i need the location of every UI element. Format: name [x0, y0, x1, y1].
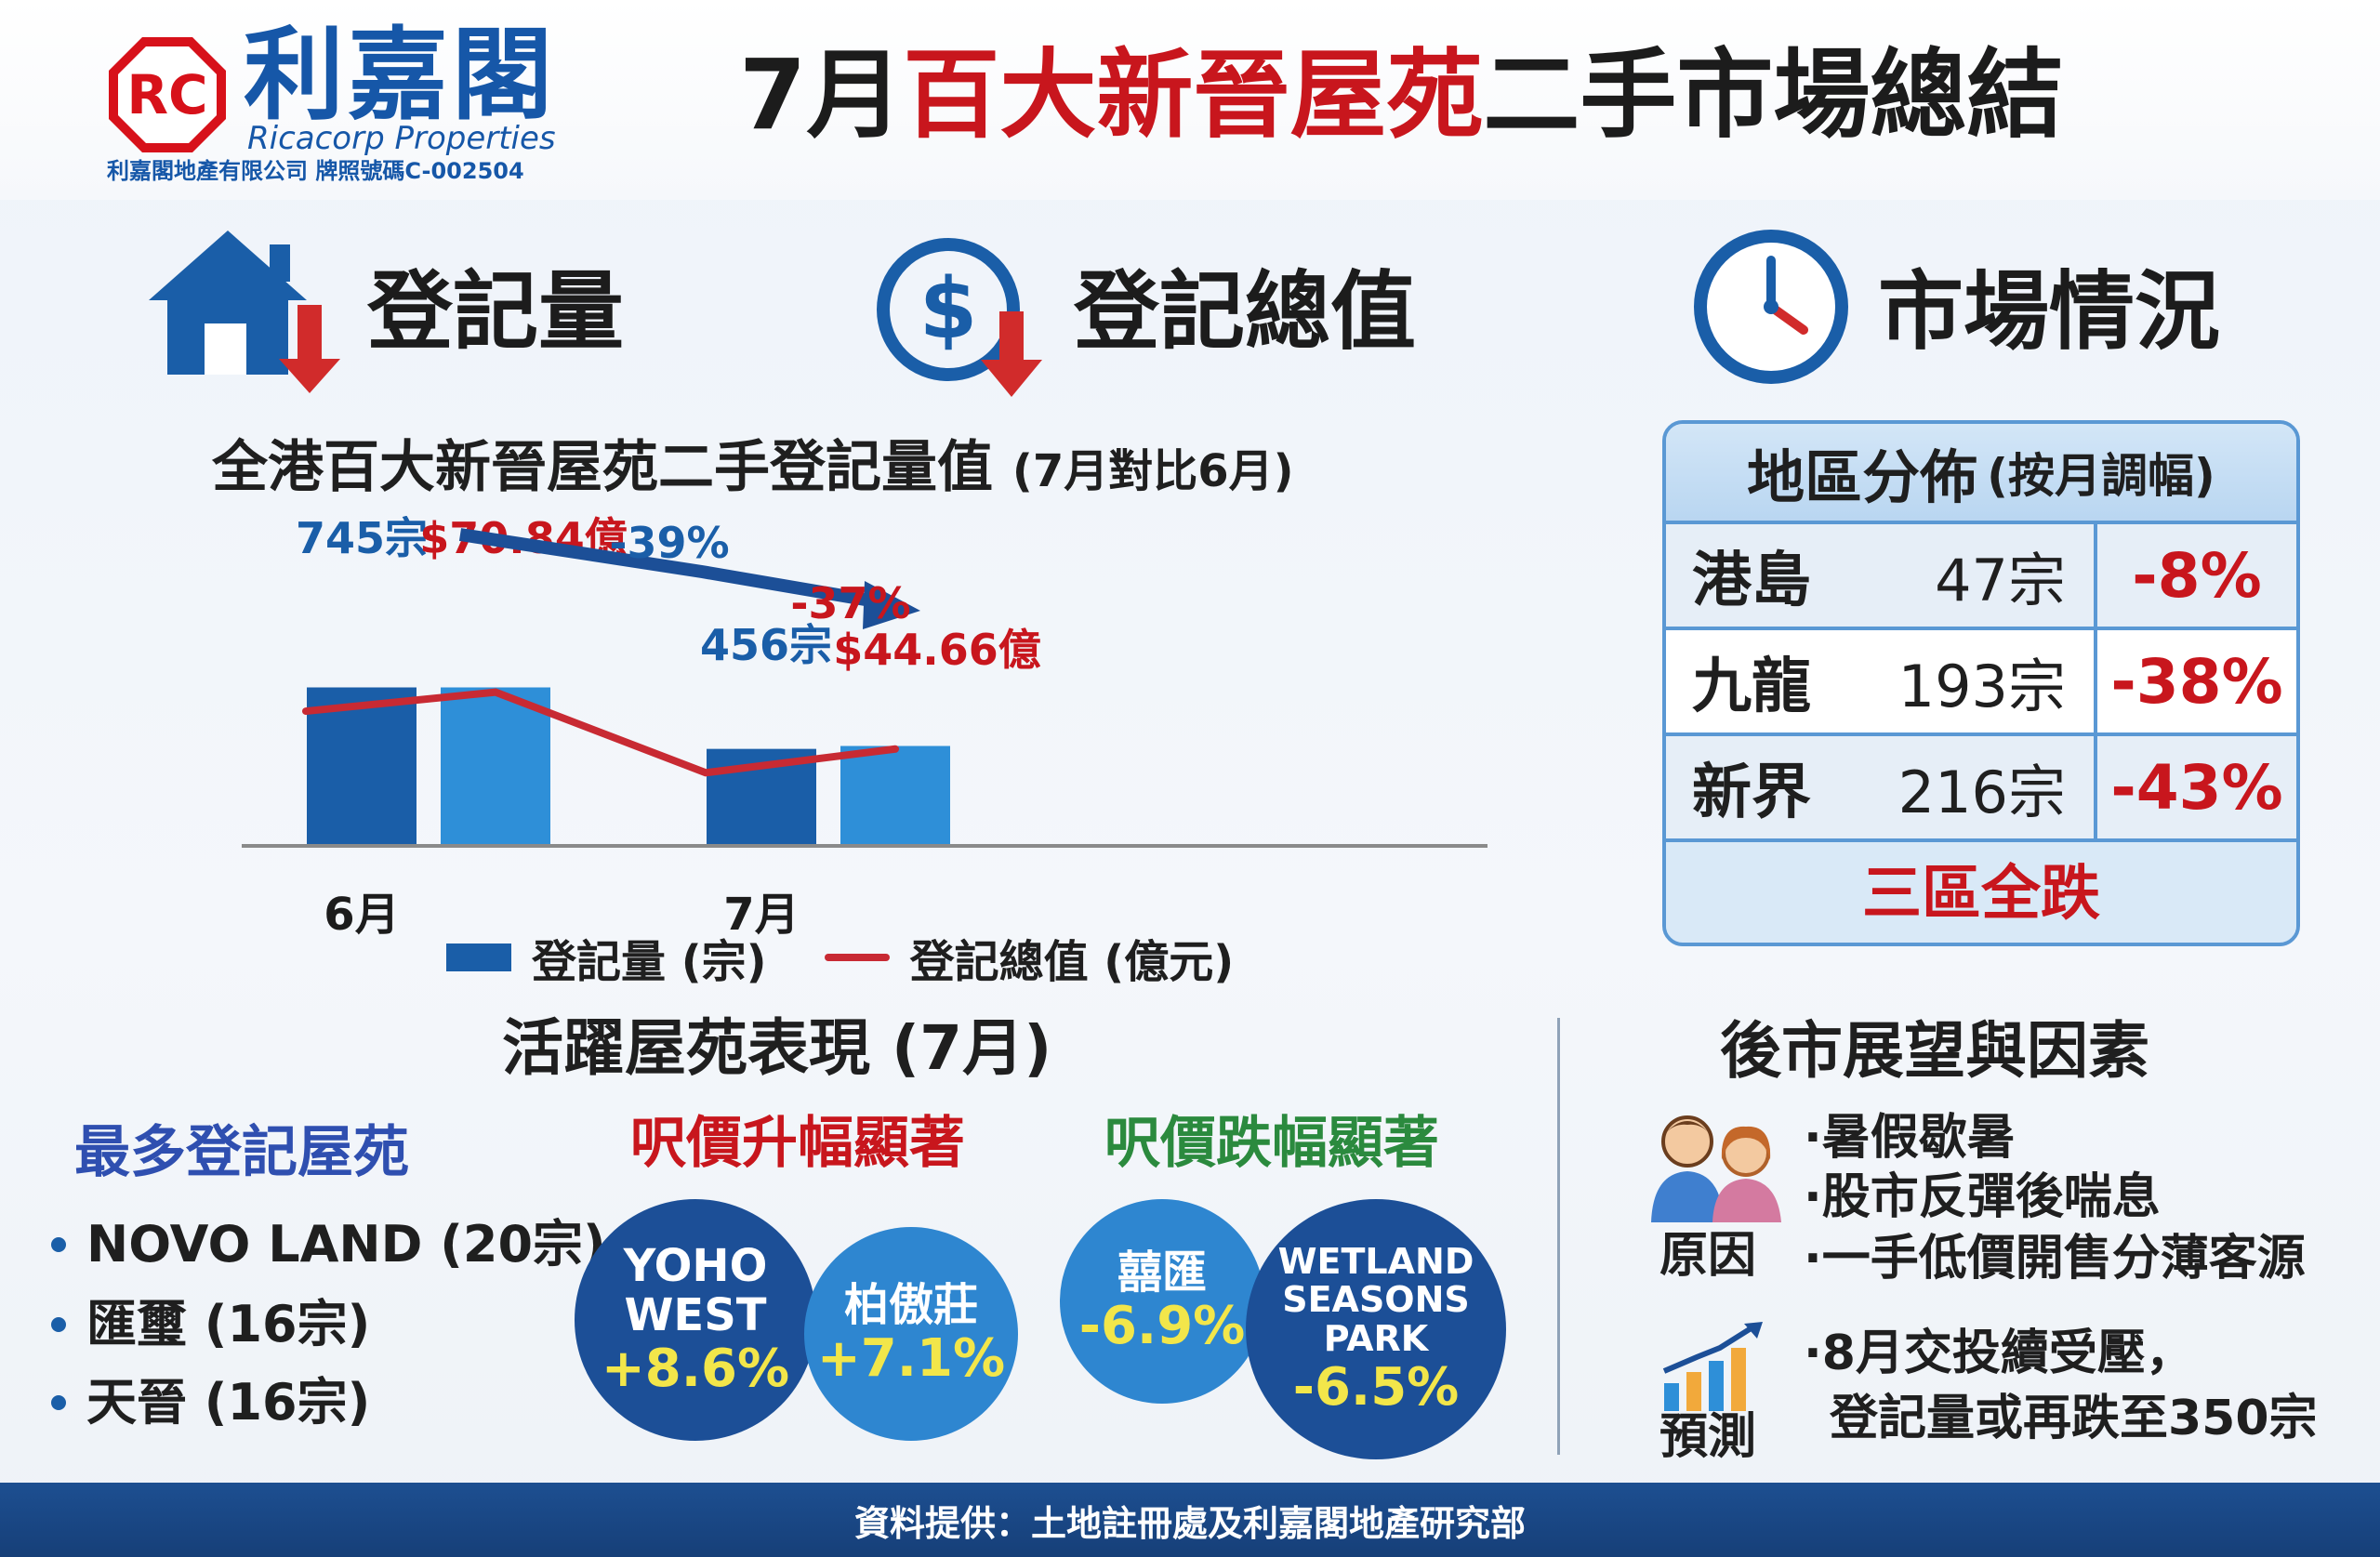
data-label-volume: 456宗 — [700, 620, 832, 670]
reason-item: ·暑假歇暑 — [1804, 1110, 2016, 1166]
estate-bubble-pak: 柏傲莊 +7.1% — [804, 1227, 1018, 1441]
data-label-volume: 745宗 — [296, 516, 428, 563]
section-reg-value: 登記總值 — [1074, 262, 1417, 362]
district-name: 港島 — [1692, 547, 1811, 615]
chart-title: 全港百大新晉屋苑二手登記量值 (7月對比6月) — [212, 437, 1294, 498]
price-drop-title: 呎價跌幅顯著 — [1104, 1111, 1439, 1176]
svg-text:$: $ — [919, 260, 978, 358]
brand-name-zh: 利嘉閣 — [244, 17, 557, 134]
district-header-main: 地區分佈 — [1747, 443, 1978, 511]
district-change: -8% — [2094, 524, 2296, 627]
change-arrow — [458, 528, 894, 611]
chart-legend: 登記量 (宗) 登記總值 (億元) — [446, 925, 1234, 990]
estate-name: 柏傲莊 — [843, 1278, 978, 1331]
bullet-icon — [51, 1317, 66, 1332]
estate-change: +8.6% — [601, 1339, 790, 1399]
district-table: 地區分佈 (按月調幅) 港島 47宗 -8% 九龍 193宗 -38% 新界 21… — [1662, 420, 2300, 946]
dollar-down-icon: $ — [877, 238, 1042, 397]
district-count: 216宗 — [1897, 759, 2066, 826]
brand-name-en: Ricacorp Properties — [247, 120, 556, 157]
estate-bubble-yoho: YOHO WEST +8.6% — [575, 1199, 816, 1441]
reason-item: ·一手低價開售分薄客源 — [1804, 1231, 2306, 1287]
district-footer: 三區全跌 — [1666, 842, 2296, 935]
district-header-sub: (按月調幅) — [1987, 449, 2215, 503]
estate-change: +7.1% — [816, 1327, 1006, 1389]
forecast-label: 預測 — [1659, 1409, 1757, 1465]
annotation-volume-change: -39% — [609, 518, 729, 568]
district-header: 地區分佈 (按月調幅) — [1666, 424, 2296, 524]
bar-value-0 — [441, 687, 550, 846]
legend-line-swatch — [824, 954, 890, 961]
district-row: 港島 47宗 -8% — [1666, 524, 2296, 630]
estate-name: YOHO — [623, 1240, 768, 1293]
page-title: 7月百大新晉屋苑二手市場總結 — [739, 37, 2063, 153]
bar-volume-0 — [307, 687, 416, 846]
people-icon — [1651, 1115, 1781, 1222]
estate-name: WETLAND — [1277, 1240, 1474, 1282]
outlook-title: 後市展望與因素 — [1720, 1015, 2149, 1087]
bullet-icon — [51, 1395, 66, 1410]
title-suffix: 二手市場總結 — [1483, 38, 2064, 152]
footer-source: 資料提供：土地註冊處及利嘉閣地產研究部 — [0, 1483, 2380, 1557]
legend-bar-swatch — [446, 943, 511, 971]
district-name: 九龍 — [1692, 653, 1811, 721]
district-row: 新界 216宗 -43% — [1666, 736, 2296, 842]
chart-subtitle: (7月對比6月) — [1012, 445, 1294, 497]
list-item: 匯璽 (16宗) — [51, 1300, 370, 1350]
most-registered-title: 最多登記屋苑 — [74, 1120, 409, 1185]
district-count: 193宗 — [1897, 653, 2066, 720]
house-down-icon — [149, 231, 340, 393]
district-count: 47宗 — [1935, 547, 2066, 614]
district-change: -38% — [2094, 630, 2296, 732]
header-band — [0, 0, 2380, 200]
estate-name: 囍匯 — [1117, 1246, 1207, 1299]
list-item: NOVO LAND (20宗) — [51, 1220, 606, 1270]
most-item-text: NOVO LAND (20宗) — [86, 1215, 606, 1273]
estate-bubble-wetland: WETLAND SEASONS PARK -6.5% — [1246, 1199, 1506, 1459]
x-tick-label: 6月 — [324, 889, 399, 941]
legend-line-label: 登記總值 (億元) — [909, 936, 1235, 988]
estate-name: SEASONS PARK — [1282, 1279, 1470, 1360]
brand-license: 利嘉閣地產有限公司 牌照號碼C-002504 — [107, 158, 524, 184]
title-highlight: 百大新晉屋苑 — [903, 38, 1484, 152]
bullet-icon — [51, 1237, 66, 1252]
clock-icon — [1694, 230, 1848, 384]
price-rise-title: 呎價升幅顯著 — [630, 1111, 965, 1176]
reason-item: ·股市反彈後喘息 — [1804, 1169, 2161, 1225]
divider — [1557, 1018, 1560, 1455]
forecast-item: ·8月交投續受壓， — [1804, 1326, 2194, 1381]
list-item: 天晉 (16宗) — [51, 1378, 370, 1428]
estate-change: -6.5% — [1292, 1356, 1460, 1418]
district-name: 新界 — [1692, 759, 1811, 827]
active-estates-title: 活躍屋苑表現 (7月) — [502, 1012, 1052, 1084]
ricacorp-logo: RC — [109, 37, 226, 152]
annotation-value-change: -37% — [790, 578, 910, 628]
section-market: 市場情況 — [1878, 262, 2221, 362]
district-row: 九龍 193宗 -38% — [1666, 630, 2296, 736]
estate-bubble-hei: 囍匯 -6.9% — [1060, 1199, 1264, 1404]
legend-bar-label: 登記量 (宗) — [532, 936, 767, 988]
section-reg-volume: 登記量 — [367, 262, 625, 362]
change-arrow-head — [863, 581, 920, 629]
data-label-value: $44.66億 — [833, 625, 1041, 675]
reason-label: 原因 — [1659, 1228, 1757, 1284]
line-value-trend — [302, 688, 899, 777]
estate-name: WEST — [624, 1289, 767, 1342]
forecast-item: 登記量或再跌至350宗 — [1830, 1391, 2318, 1446]
district-change: -43% — [2094, 736, 2296, 838]
svg-text:RC: RC — [126, 63, 207, 126]
bar-value-1 — [840, 746, 950, 846]
estate-change: -6.9% — [1078, 1295, 1246, 1356]
x-tick-label: 7月 — [723, 889, 799, 941]
growth-chart-icon — [1662, 1322, 1763, 1411]
most-item-text: 匯璽 (16宗) — [86, 1295, 371, 1353]
most-item-text: 天晉 (16宗) — [86, 1373, 371, 1432]
chart-title-main: 全港百大新晉屋苑二手登記量值 — [212, 435, 993, 500]
title-prefix: 7月 — [739, 38, 904, 152]
